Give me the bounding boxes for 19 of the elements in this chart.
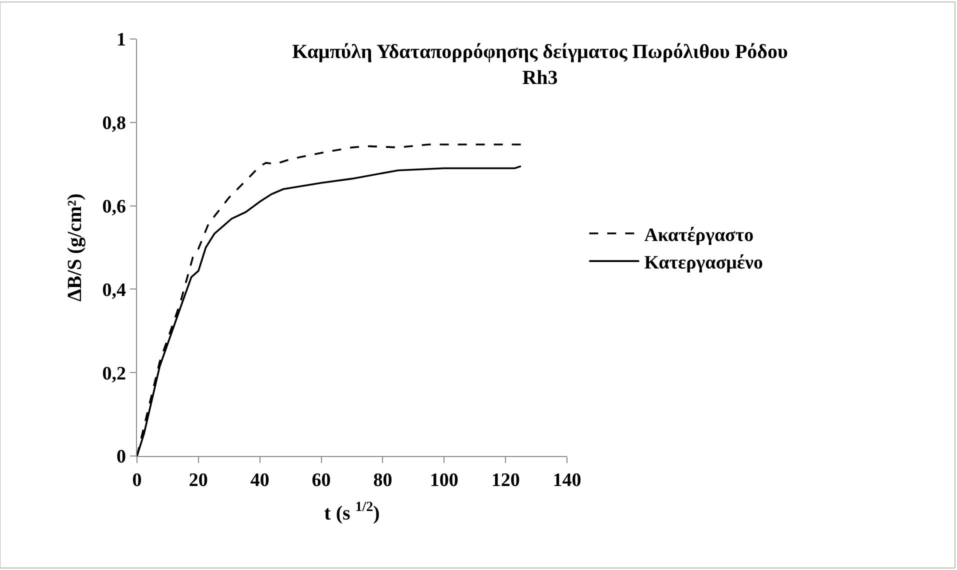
text: Καμπύλη Υδαταπορρόφησης δείγματος Πωρόλιθου Ρόδου Rh3 bbox=[292, 41, 788, 89]
x-tick-label: 20 bbox=[188, 470, 208, 491]
x-tick-label: 60 bbox=[312, 470, 331, 491]
y-tick-label: 0 bbox=[116, 446, 126, 468]
y-axis-title: ΔB/S (g/cm²) bbox=[64, 194, 86, 302]
legend-label: Κατεργασμένο bbox=[644, 252, 763, 274]
y-tick-label: 1 bbox=[116, 30, 126, 51]
legend-label: Ακατέργαστο bbox=[644, 224, 754, 246]
x-tick-label: 120 bbox=[491, 470, 520, 491]
x-tick-label: 0 bbox=[132, 470, 142, 491]
x-axis-title: t (s $^{1/2}$) bbox=[324, 500, 380, 524]
y-tick-label: 0,4 bbox=[102, 280, 127, 301]
y-tick-label: 0,2 bbox=[102, 363, 126, 384]
x-tick-label: 40 bbox=[250, 470, 270, 491]
x-tick-label: 140 bbox=[552, 470, 582, 491]
y-tick-label: 0,8 bbox=[102, 113, 126, 134]
x-tick-label: 80 bbox=[373, 470, 392, 491]
x-tick-label: 100 bbox=[430, 470, 458, 491]
y-tick-label: 0,6 bbox=[102, 196, 126, 218]
